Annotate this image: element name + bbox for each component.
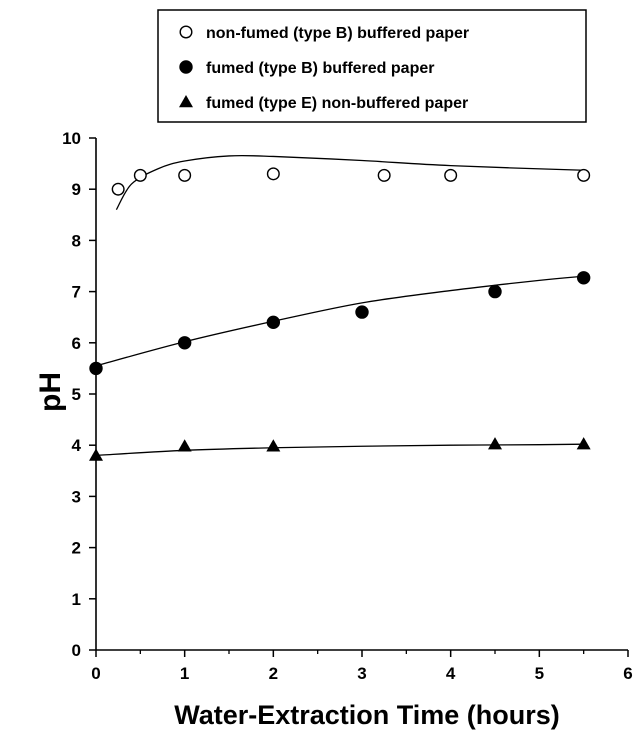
y-tick-label: 3: [72, 487, 81, 506]
data-point-open-circle: [577, 168, 591, 182]
data-point-open-circle: [133, 168, 147, 182]
trend-line-2: [95, 275, 584, 367]
axes: 0 1 2 3 4 5 6 7 8 9 10 0 1 2 3 4 5 6: [62, 129, 633, 683]
x-tick-label: 6: [623, 664, 632, 683]
data-point-filled-circle: [355, 305, 369, 319]
data-point-filled-triangle: [266, 439, 281, 452]
data-point-filled-circle: [179, 60, 193, 74]
data-point-filled-triangle: [179, 95, 193, 108]
trend-line-3: [95, 443, 584, 457]
data-point-open-circle: [111, 182, 125, 196]
data-point-open-circle: [178, 168, 192, 182]
y-tick-label: 5: [72, 385, 81, 404]
x-tick-label: 3: [357, 664, 366, 683]
legend-label-2: fumed (type B) buffered paper: [206, 60, 434, 77]
data-points: [89, 167, 591, 461]
data-point-filled-triangle: [576, 437, 591, 450]
x-tick-label: 0: [91, 664, 100, 683]
data-point-filled-triangle: [177, 439, 192, 452]
y-tick-label: 6: [72, 334, 81, 353]
legend-box: [157, 9, 587, 123]
data-point-open-circle: [377, 168, 391, 182]
data-point-filled-circle: [488, 284, 502, 299]
x-tick-label: 2: [269, 664, 278, 683]
x-axis-title: Water-Extraction Time (hours): [174, 700, 560, 730]
y-tick-label: 4: [72, 436, 82, 455]
legend-label-1: non-fumed (type B) buffered paper: [206, 25, 469, 42]
data-point-filled-circle: [89, 361, 103, 376]
trend-line-1: [115, 154, 584, 211]
x-tick-label: 4: [446, 664, 456, 683]
data-point-filled-triangle: [89, 448, 103, 461]
y-tick-label: 7: [72, 283, 81, 302]
y-tick-label: 2: [72, 539, 81, 558]
y-tick-label: 1: [72, 590, 81, 609]
y-axis-title: pH: [34, 372, 67, 412]
x-tick-label: 1: [180, 664, 189, 683]
data-point-open-circle: [179, 25, 193, 39]
data-point-open-circle: [444, 168, 458, 182]
data-point-open-circle: [266, 167, 280, 181]
data-point-filled-circle: [266, 315, 281, 330]
data-point-filled-triangle: [488, 437, 502, 450]
legend-label-3: fumed (type E) non-buffered paper: [206, 95, 468, 112]
y-tick-label: 0: [72, 641, 81, 660]
y-tick-label: 10: [62, 129, 81, 148]
y-tick-label: 9: [72, 180, 81, 199]
trend-lines: [95, 154, 584, 457]
data-point-filled-circle: [177, 336, 192, 350]
y-tick-label: 8: [72, 231, 81, 250]
legend: non-fumed (type B) buffered paper fumed (…: [157, 9, 587, 123]
x-tick-label: 5: [535, 664, 544, 683]
data-point-filled-circle: [576, 271, 591, 285]
